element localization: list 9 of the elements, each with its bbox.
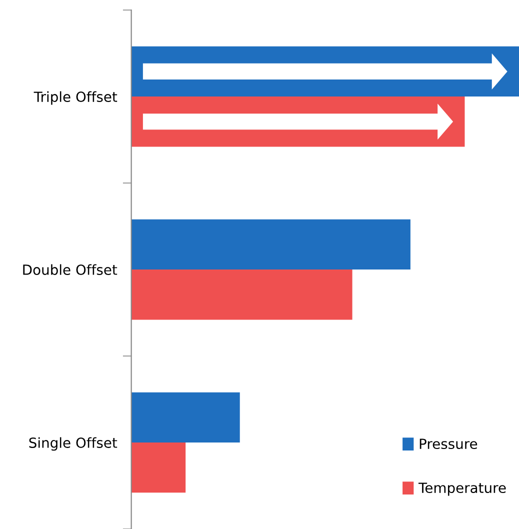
legend-label: Pressure	[420, 438, 478, 450]
y-tick-label: Single Offset	[29, 437, 118, 451]
legend-label: Temperature	[418, 482, 506, 496]
y-tick-label: Double Offset	[23, 264, 118, 275]
bar	[131, 442, 186, 493]
bar	[131, 219, 410, 270]
y-tick-label: Triple Offset	[34, 91, 118, 105]
bar	[131, 392, 240, 443]
bar	[131, 270, 352, 320]
